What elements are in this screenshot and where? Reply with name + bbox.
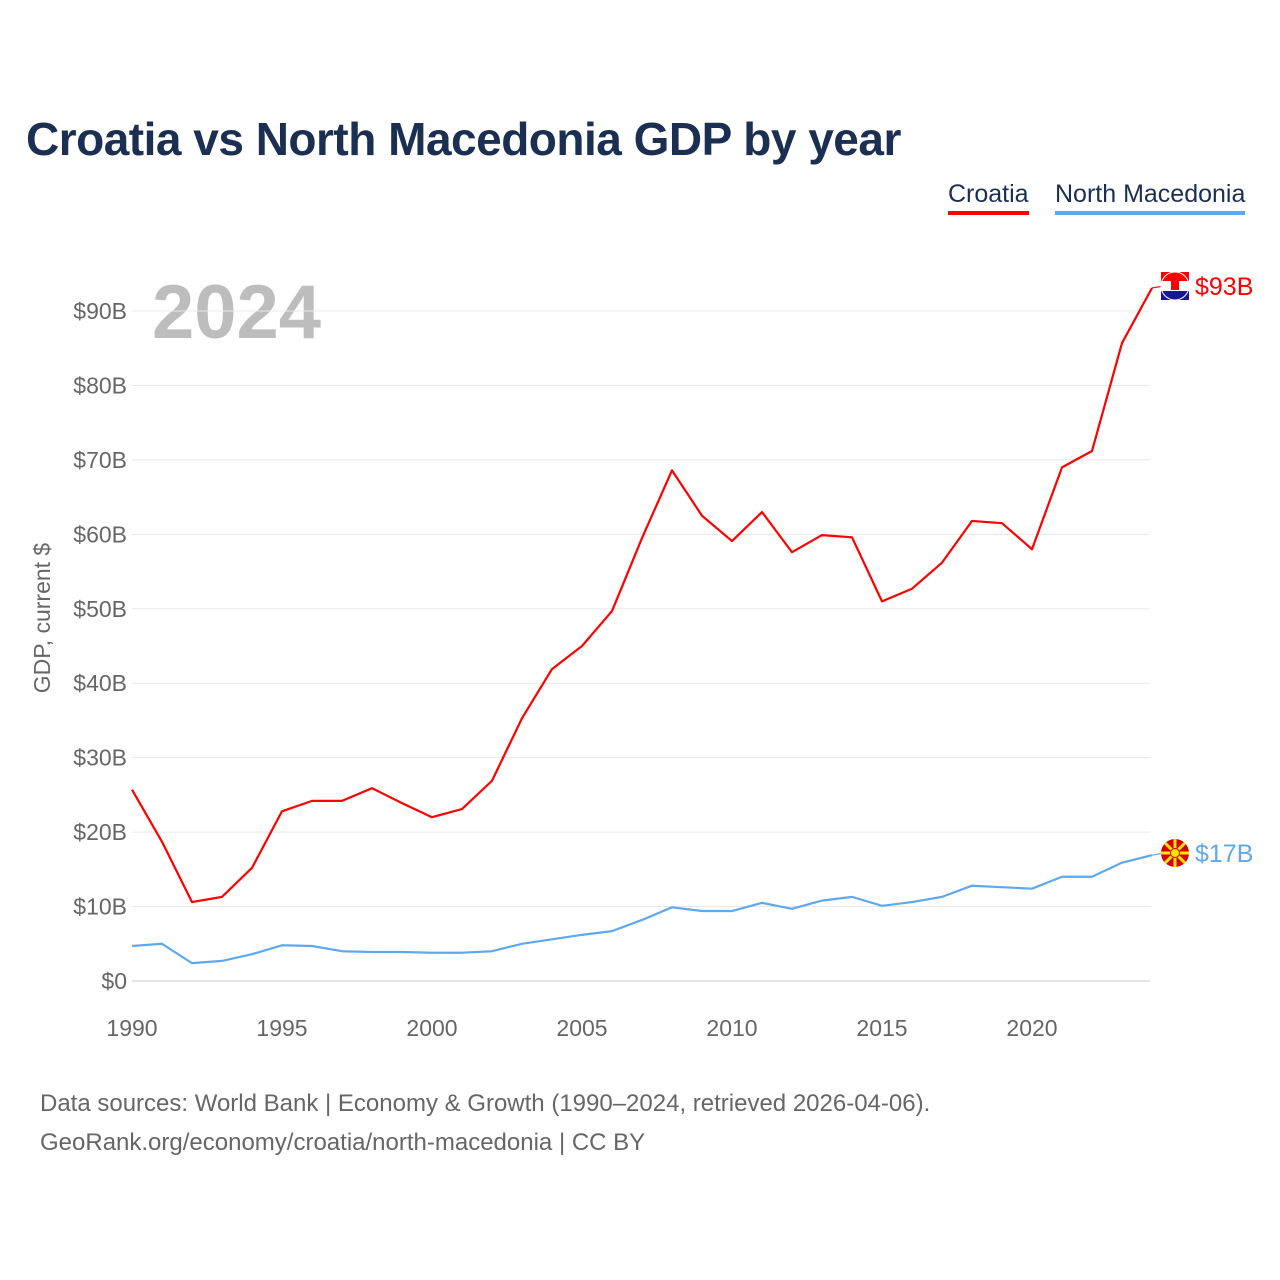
- series-line-croatia: [131, 287, 1153, 904]
- x-tick-label: 2010: [706, 1015, 757, 1041]
- y-tick-label: $30B: [73, 745, 127, 771]
- x-tick-label: 2015: [856, 1015, 907, 1041]
- y-tick-label: $50B: [73, 596, 127, 622]
- series-line-north-macedonia: [131, 854, 1153, 965]
- y-tick-label: $60B: [73, 521, 127, 547]
- source-note: Data sources: World Bank | Economy & Gro…: [40, 1084, 930, 1162]
- flag-shield: [1171, 280, 1179, 290]
- y-axis-label: GDP, current $: [29, 543, 55, 694]
- x-tick-label: 1990: [106, 1015, 157, 1041]
- y-tick-label: $20B: [73, 819, 127, 845]
- end-value-label: $93B: [1195, 273, 1253, 301]
- year-watermark: 2024: [152, 270, 321, 355]
- x-tick-label: 2005: [556, 1015, 607, 1041]
- y-tick-label: $90B: [73, 298, 127, 324]
- y-tick-label: $80B: [73, 372, 127, 398]
- x-tick-label: 2000: [406, 1015, 457, 1041]
- y-tick-label: $70B: [73, 447, 127, 473]
- y-tick-label: $10B: [73, 894, 127, 920]
- flag-sun: [1170, 848, 1180, 858]
- flag-border: [1160, 271, 1190, 301]
- flag-stripe: [1161, 291, 1189, 300]
- y-tick-label: $40B: [73, 670, 127, 696]
- legend-north-macedonia[interactable]: North Macedonia: [1055, 180, 1246, 215]
- legend-croatia[interactable]: Croatia: [948, 180, 1029, 215]
- source-line-2[interactable]: GeoRank.org/economy/croatia/north-macedo…: [40, 1129, 646, 1156]
- x-tick-label: 2020: [1006, 1015, 1057, 1041]
- y-tick-label: $0: [101, 968, 127, 994]
- chart-title: Croatia vs North Macedonia GDP by year: [26, 113, 901, 165]
- source-line-1: Data sources: World Bank | Economy & Gro…: [40, 1090, 931, 1117]
- x-tick-label: 1995: [256, 1015, 307, 1041]
- end-value-label: $17B: [1195, 840, 1253, 868]
- flag-stripe: [1161, 272, 1189, 281]
